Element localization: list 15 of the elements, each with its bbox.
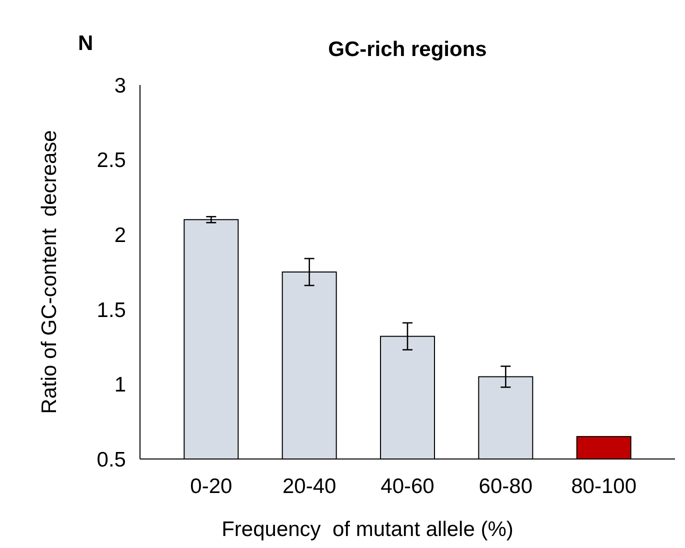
- y-tick-label: 0.5: [96, 448, 126, 472]
- y-tick-label: 2: [114, 224, 126, 247]
- chart-title: GC-rich regions: [328, 38, 487, 61]
- x-tick-label: 60-80: [478, 475, 533, 498]
- y-tick-label: 1: [114, 374, 126, 397]
- text: N: [78, 32, 94, 55]
- x-tick-label: 40-60: [380, 475, 434, 498]
- x-tick-label: 0-20: [190, 475, 232, 498]
- x-axis-title: Frequency of mutant allele (%): [222, 518, 514, 541]
- y-tick-label: 2.5: [96, 149, 126, 172]
- y-tick-label: 1.5: [96, 298, 126, 322]
- x-tick-label: 20-40: [282, 475, 336, 498]
- x-tick-label: 80-100: [571, 475, 637, 498]
- y-axis-title: Ratio of GC-content decrease: [38, 130, 61, 414]
- y-tick-label: 3: [114, 74, 126, 98]
